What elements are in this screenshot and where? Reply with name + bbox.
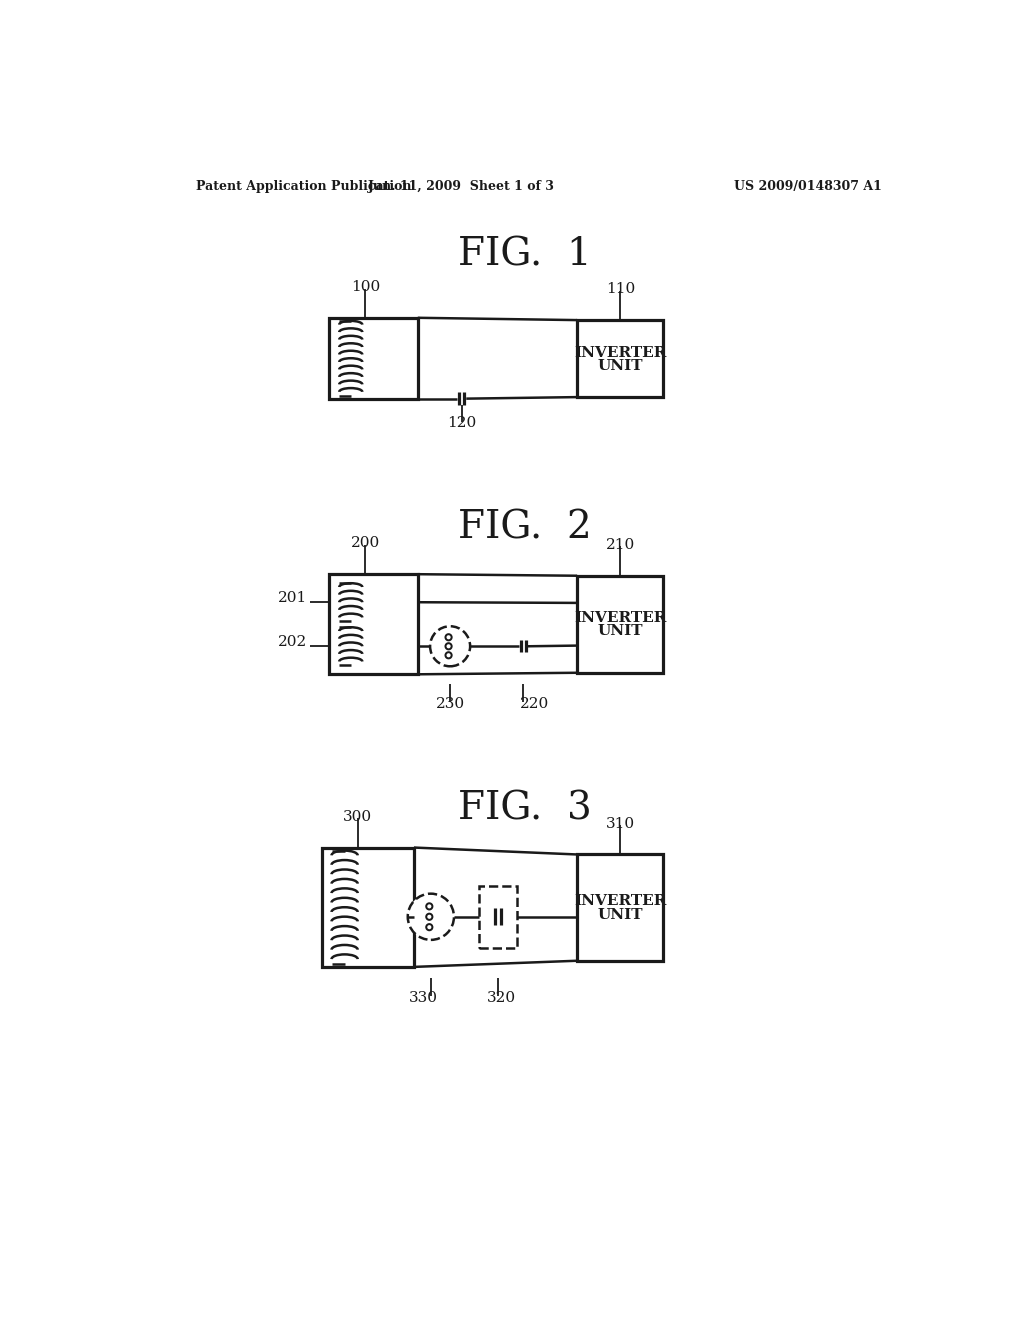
Text: 201: 201	[278, 591, 307, 606]
Circle shape	[445, 634, 452, 640]
Text: US 2009/0148307 A1: US 2009/0148307 A1	[734, 181, 882, 194]
Text: 120: 120	[447, 416, 476, 430]
Bar	[578, 321, 664, 397]
Text: 300: 300	[343, 809, 373, 824]
Bar	[330, 574, 418, 675]
Text: 320: 320	[487, 991, 516, 1005]
Text: INVERTER: INVERTER	[574, 895, 667, 908]
Circle shape	[445, 643, 452, 649]
Text: UNIT: UNIT	[598, 359, 643, 372]
Text: INVERTER: INVERTER	[574, 346, 667, 360]
Circle shape	[408, 894, 454, 940]
Bar	[330, 318, 418, 399]
Text: 100: 100	[351, 280, 380, 294]
Text: Jun. 11, 2009  Sheet 1 of 3: Jun. 11, 2009 Sheet 1 of 3	[369, 181, 555, 194]
Text: FIG.  2: FIG. 2	[458, 510, 592, 546]
Text: 200: 200	[351, 536, 380, 550]
Text: INVERTER: INVERTER	[574, 611, 667, 626]
Text: Patent Application Publication: Patent Application Publication	[196, 181, 412, 194]
Text: UNIT: UNIT	[598, 908, 643, 921]
Text: 210: 210	[605, 539, 635, 552]
Bar	[578, 576, 664, 673]
Text: 202: 202	[278, 635, 307, 649]
Bar	[478, 886, 517, 948]
Circle shape	[426, 924, 432, 931]
Text: 110: 110	[605, 282, 635, 296]
Circle shape	[426, 913, 432, 920]
Text: FIG.  1: FIG. 1	[458, 236, 592, 273]
Text: UNIT: UNIT	[598, 624, 643, 638]
Text: 330: 330	[409, 991, 437, 1005]
Circle shape	[430, 626, 470, 667]
Text: 310: 310	[606, 817, 635, 830]
Circle shape	[426, 903, 432, 909]
Bar	[322, 847, 414, 966]
Bar	[578, 854, 664, 961]
Text: FIG.  3: FIG. 3	[458, 791, 592, 828]
Text: 220: 220	[520, 697, 550, 710]
Circle shape	[445, 652, 452, 659]
Text: 230: 230	[435, 697, 465, 710]
